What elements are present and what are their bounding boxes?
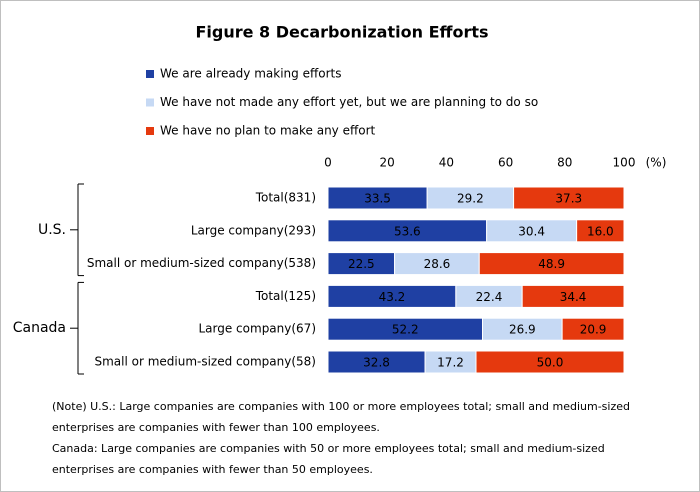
value-label: 29.2 <box>457 192 484 206</box>
legend-swatch <box>146 98 154 107</box>
bar-segment <box>513 186 625 210</box>
bar-segment <box>478 252 625 276</box>
bar-segment <box>576 219 625 243</box>
value-label: 33.5 <box>364 192 391 206</box>
value-label: 30.4 <box>518 224 545 238</box>
y-tick-label: Large company(293) <box>191 223 316 237</box>
group-label: U.S. <box>38 222 66 238</box>
value-label: 48.9 <box>538 257 565 271</box>
value-label: 16.0 <box>587 224 614 238</box>
legend-label: We are already making efforts <box>160 67 341 81</box>
bar-segment <box>475 350 625 374</box>
value-label: 17.2 <box>437 356 464 370</box>
bar-segment <box>521 284 625 308</box>
legend-swatch <box>146 127 154 135</box>
value-label: 22.4 <box>476 290 503 304</box>
value-label: 50.0 <box>537 356 564 370</box>
x-tick-label: 40 <box>439 156 454 170</box>
y-tick-label: Small or medium-sized company(58) <box>94 355 316 369</box>
y-tick-label: Total(125) <box>255 289 316 303</box>
value-label: 20.9 <box>580 323 607 337</box>
legend-label: We have no plan to make any effort <box>160 124 376 138</box>
x-tick-label: 0 <box>324 156 332 170</box>
note: Canada: Large companies are companies wi… <box>52 442 605 476</box>
value-label: 26.9 <box>509 323 536 337</box>
x-tick-label: 100 <box>613 156 636 170</box>
legend-swatch <box>146 70 154 78</box>
value-label: 34.4 <box>560 290 587 304</box>
bar-segment <box>561 317 625 341</box>
chart-title: Figure 8 Decarbonization Efforts <box>195 23 488 42</box>
y-tick-label: Large company(67) <box>198 322 316 336</box>
x-tick-label: 60 <box>498 156 513 170</box>
group-label: Canada <box>13 320 66 336</box>
y-tick-label: Small or medium-sized company(538) <box>87 256 316 270</box>
legend-label: We have not made any effort yet, but we … <box>160 95 538 109</box>
notes: (Note) U.S.: Large companies are compani… <box>52 396 662 480</box>
y-tick-label: Total(831) <box>255 191 316 205</box>
value-label: 53.6 <box>394 224 421 238</box>
value-label: 28.6 <box>424 257 451 271</box>
value-label: 37.3 <box>555 192 582 206</box>
value-label: 22.5 <box>348 257 375 271</box>
note: (Note) U.S.: Large companies are compani… <box>52 400 630 434</box>
value-label: 43.2 <box>379 290 406 304</box>
x-tick-label: 20 <box>380 156 395 170</box>
axis-unit: (%) <box>646 156 667 170</box>
value-label: 52.2 <box>392 323 419 337</box>
x-tick-label: 80 <box>557 156 572 170</box>
value-label: 32.8 <box>363 356 390 370</box>
